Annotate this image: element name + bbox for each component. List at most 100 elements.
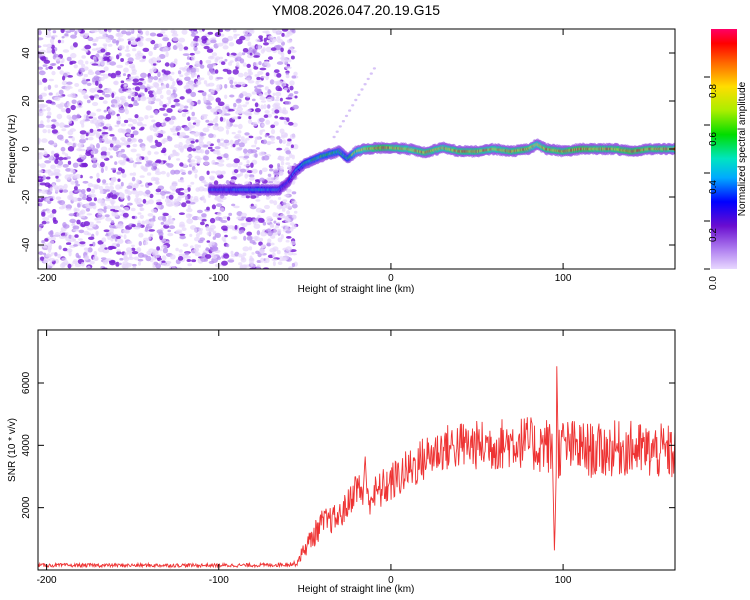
noise-cell [150, 208, 158, 213]
noise-cell [287, 138, 292, 142]
noise-cell [293, 144, 299, 150]
noise-cell [87, 247, 93, 253]
noise-cell [69, 195, 74, 201]
x-tick-label: 0 [388, 575, 394, 586]
noise-cell [174, 204, 179, 208]
noise-cell [274, 109, 280, 114]
noise-cell [116, 251, 122, 255]
noise-cell [47, 111, 52, 117]
noise-cell [42, 209, 46, 212]
noise-cell [96, 108, 102, 112]
noise-cell [341, 120, 345, 123]
noise-cell [105, 113, 112, 120]
noise-cell [90, 150, 96, 155]
noise-cell [260, 100, 267, 103]
noise-cell [236, 98, 242, 102]
noise-cell [100, 146, 108, 152]
noise-cell [107, 108, 113, 113]
noise-cell [136, 121, 143, 127]
noise-cell [97, 198, 103, 204]
noise-cell [144, 88, 148, 93]
noise-cell [46, 221, 50, 224]
noise-cell [172, 37, 179, 42]
noise-cell [42, 129, 47, 134]
noise-cell [85, 208, 91, 212]
noise-cell [124, 83, 129, 87]
noise-cell [260, 104, 265, 110]
noise-cell [103, 208, 107, 213]
noise-cell [50, 164, 56, 170]
noise-cell [127, 40, 132, 45]
noise-cell [255, 266, 261, 269]
noise-cell [285, 239, 290, 243]
noise-cell [277, 163, 281, 167]
noise-cell [206, 240, 211, 243]
noise-cell [119, 257, 124, 261]
noise-cell [363, 83, 367, 86]
noise-cell [190, 125, 195, 129]
noise-cell [81, 63, 86, 68]
noise-cell [189, 245, 194, 249]
noise-cell [48, 140, 55, 145]
noise-cell [116, 249, 121, 252]
noise-cell [276, 147, 283, 151]
noise-cell [272, 246, 279, 252]
noise-cell [42, 245, 48, 249]
noise-cell [124, 61, 129, 66]
noise-cell [89, 112, 97, 117]
noise-cell [216, 138, 221, 143]
noise-cell [39, 110, 44, 117]
noise-cell [274, 69, 280, 73]
noise-cell [290, 55, 295, 60]
noise-cell [193, 29, 197, 32]
noise-cell [178, 212, 185, 215]
noise-cell [142, 47, 150, 53]
noise-cell [216, 156, 223, 160]
noise-cell [238, 111, 246, 115]
y-tick-label: 4000 [21, 434, 32, 457]
noise-cell [126, 185, 133, 189]
noise-cell [191, 249, 198, 254]
noise-cell [162, 247, 168, 254]
noise-cell [61, 257, 67, 261]
noise-cell [132, 143, 138, 148]
noise-cell [72, 162, 79, 168]
noise-cell [227, 76, 235, 81]
noise-cell [57, 66, 61, 70]
noise-cell [39, 163, 47, 169]
noise-cell [269, 168, 274, 172]
noise-cell [59, 102, 65, 108]
noise-cell [190, 162, 197, 167]
noise-cell [167, 229, 171, 233]
noise-cell [190, 196, 194, 199]
noise-cell [281, 32, 285, 37]
noise-cell [217, 126, 225, 132]
noise-cell [278, 138, 283, 144]
noise-cell [131, 244, 135, 247]
noise-cell [257, 44, 262, 50]
noise-cell [92, 255, 99, 262]
noise-cell [54, 231, 60, 238]
noise-cell [150, 145, 158, 149]
noise-cell [76, 113, 81, 119]
noise-cell [47, 253, 53, 257]
noise-cell [45, 34, 52, 38]
noise-cell [89, 87, 96, 93]
noise-cell [161, 84, 168, 89]
noise-cell [200, 256, 207, 262]
noise-cell [123, 119, 129, 124]
noise-cell [205, 102, 213, 106]
noise-cell [179, 233, 186, 236]
noise-cell [187, 170, 192, 175]
noise-cell [173, 169, 181, 175]
noise-cell [70, 180, 76, 185]
noise-cell [65, 168, 72, 172]
noise-cell [91, 29, 98, 33]
noise-cell [230, 84, 234, 88]
noise-cell [243, 235, 247, 241]
noise-cell [242, 104, 248, 108]
noise-cell [143, 241, 149, 246]
noise-cell [275, 224, 280, 229]
noise-cell [221, 61, 226, 65]
noise-cell [123, 234, 127, 240]
